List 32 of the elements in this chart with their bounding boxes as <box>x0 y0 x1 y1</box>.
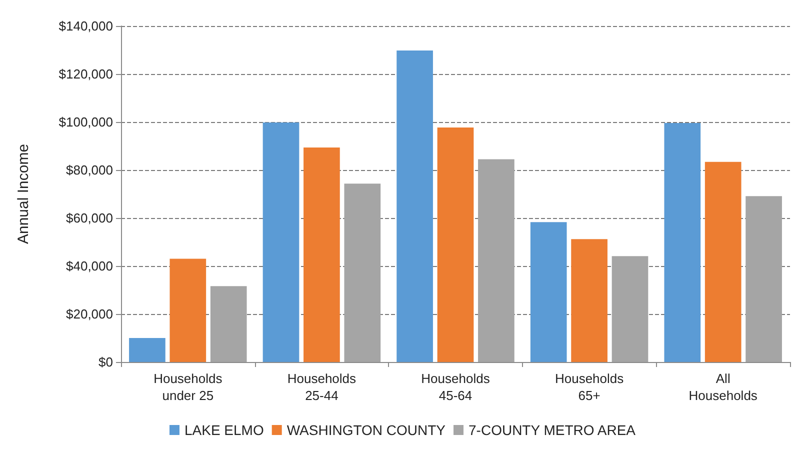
x-tick-label: Households 25-44 <box>287 371 357 403</box>
y-tick-label: $20,000 <box>66 306 113 322</box>
x-tick-label: Households 65+ <box>554 371 624 403</box>
x-tick-label: Households 45-64 <box>421 371 490 403</box>
bar <box>304 147 340 362</box>
y-tick-label: $100,000 <box>58 114 113 130</box>
x-tick-label: Households under 25 <box>154 371 223 403</box>
legend-label: 7-COUNTY METRO AREA <box>468 422 636 438</box>
bar <box>262 122 300 362</box>
bar <box>344 184 381 362</box>
bar <box>530 222 567 362</box>
bar <box>210 286 247 362</box>
bar <box>746 196 782 362</box>
bar <box>478 159 514 362</box>
bar <box>396 50 433 362</box>
bar <box>437 128 474 362</box>
bar <box>704 162 742 362</box>
x-tick-label: All Households <box>688 371 758 403</box>
bar <box>612 256 648 362</box>
bar <box>170 258 206 362</box>
y-tick-label: $140,000 <box>58 18 113 34</box>
y-tick-label: $40,000 <box>66 258 113 274</box>
bar <box>664 122 701 362</box>
bar <box>571 239 608 362</box>
legend-label: LAKE ELMO <box>184 422 264 438</box>
legend-label: WASHINGTON COUNTY <box>286 422 446 438</box>
y-tick-label: $80,000 <box>66 162 113 178</box>
bar <box>129 338 166 362</box>
y-axis-title: Annual Income <box>15 144 32 244</box>
y-tick-label: $60,000 <box>66 210 113 226</box>
y-tick-label: $120,000 <box>58 66 113 82</box>
y-tick-label: $0 <box>98 354 113 370</box>
